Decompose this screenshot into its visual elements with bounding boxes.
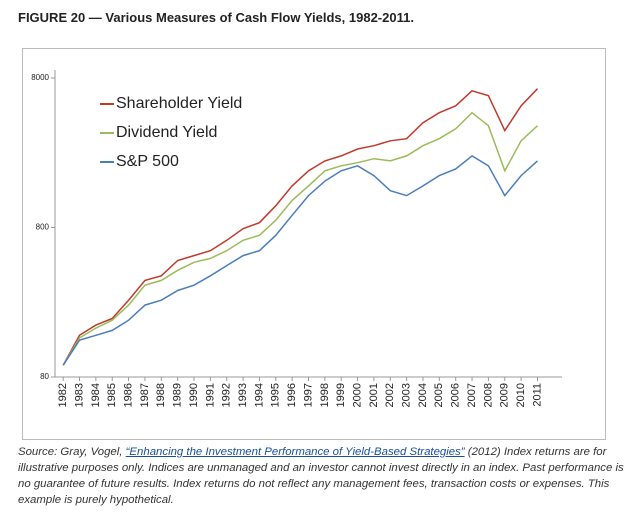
legend-label: Dividend Yield bbox=[116, 124, 217, 141]
x-tick-label: 2011 bbox=[531, 383, 543, 407]
chart-frame bbox=[22, 48, 606, 440]
chart: 80 800 8000 1982 1983 1984 1985 1986 1987 1988 198… bbox=[22, 48, 606, 440]
x-tick-label: 1997 bbox=[302, 383, 314, 407]
x-tick-label: 2002 bbox=[384, 383, 396, 407]
legend-label: Shareholder Yield bbox=[116, 95, 242, 112]
y-tick-label: 800 bbox=[36, 223, 50, 232]
x-tick-label: 1993 bbox=[237, 383, 249, 407]
series-line bbox=[62, 88, 539, 366]
x-tick-label: 1986 bbox=[123, 383, 135, 407]
x-tick-label: 1985 bbox=[106, 383, 118, 407]
x-tick-label: 2000 bbox=[351, 383, 363, 407]
series-line bbox=[62, 154, 539, 366]
y-tick-label: 8000 bbox=[31, 73, 49, 82]
x-tick-label: 1984 bbox=[90, 383, 102, 407]
source-link[interactable]: “Enhancing the Investment Performance of… bbox=[125, 446, 465, 458]
x-tick-label: 2005 bbox=[433, 383, 445, 407]
x-tick-label: 2007 bbox=[466, 383, 478, 407]
x-tick-label: 1990 bbox=[188, 383, 200, 407]
note-text: Source: Gray, Vogel, bbox=[18, 446, 126, 458]
x-tick-label: 2009 bbox=[499, 383, 511, 407]
x-tick-label: 1998 bbox=[319, 383, 331, 407]
x-tick-label: 2004 bbox=[417, 383, 429, 407]
x-tick-label: 1992 bbox=[221, 383, 233, 407]
x-tick-label: 1989 bbox=[172, 383, 184, 407]
x-tick-label: 1987 bbox=[139, 383, 151, 407]
x-tick-label: 1988 bbox=[155, 383, 167, 407]
x-tick-label: 1995 bbox=[270, 383, 282, 407]
x-tick-label: 1983 bbox=[73, 383, 85, 407]
x-tick-label: 1996 bbox=[286, 383, 298, 407]
x-tick-label: 2003 bbox=[401, 383, 413, 407]
x-tick-label: 2006 bbox=[450, 383, 462, 407]
x-tick-label: 2001 bbox=[368, 383, 380, 407]
legend-label: S&P 500 bbox=[116, 153, 179, 170]
x-tick-label: 1982 bbox=[57, 383, 69, 407]
series-line bbox=[62, 111, 539, 366]
chart-title: FIGURE 20 — Various Measures of Cash Flo… bbox=[18, 10, 414, 25]
source-note: Source: Gray, Vogel, “Enhancing the Inve… bbox=[18, 444, 628, 508]
y-tick-label: 80 bbox=[40, 372, 49, 381]
x-tick-label: 2008 bbox=[482, 383, 494, 407]
x-tick-label: 2010 bbox=[515, 383, 527, 407]
x-tick-label: 1999 bbox=[335, 383, 347, 407]
x-tick-label: 1994 bbox=[253, 383, 265, 407]
note-text: (2012) Index returns are for illustrativ… bbox=[18, 446, 624, 506]
x-tick-label: 1991 bbox=[204, 383, 216, 407]
